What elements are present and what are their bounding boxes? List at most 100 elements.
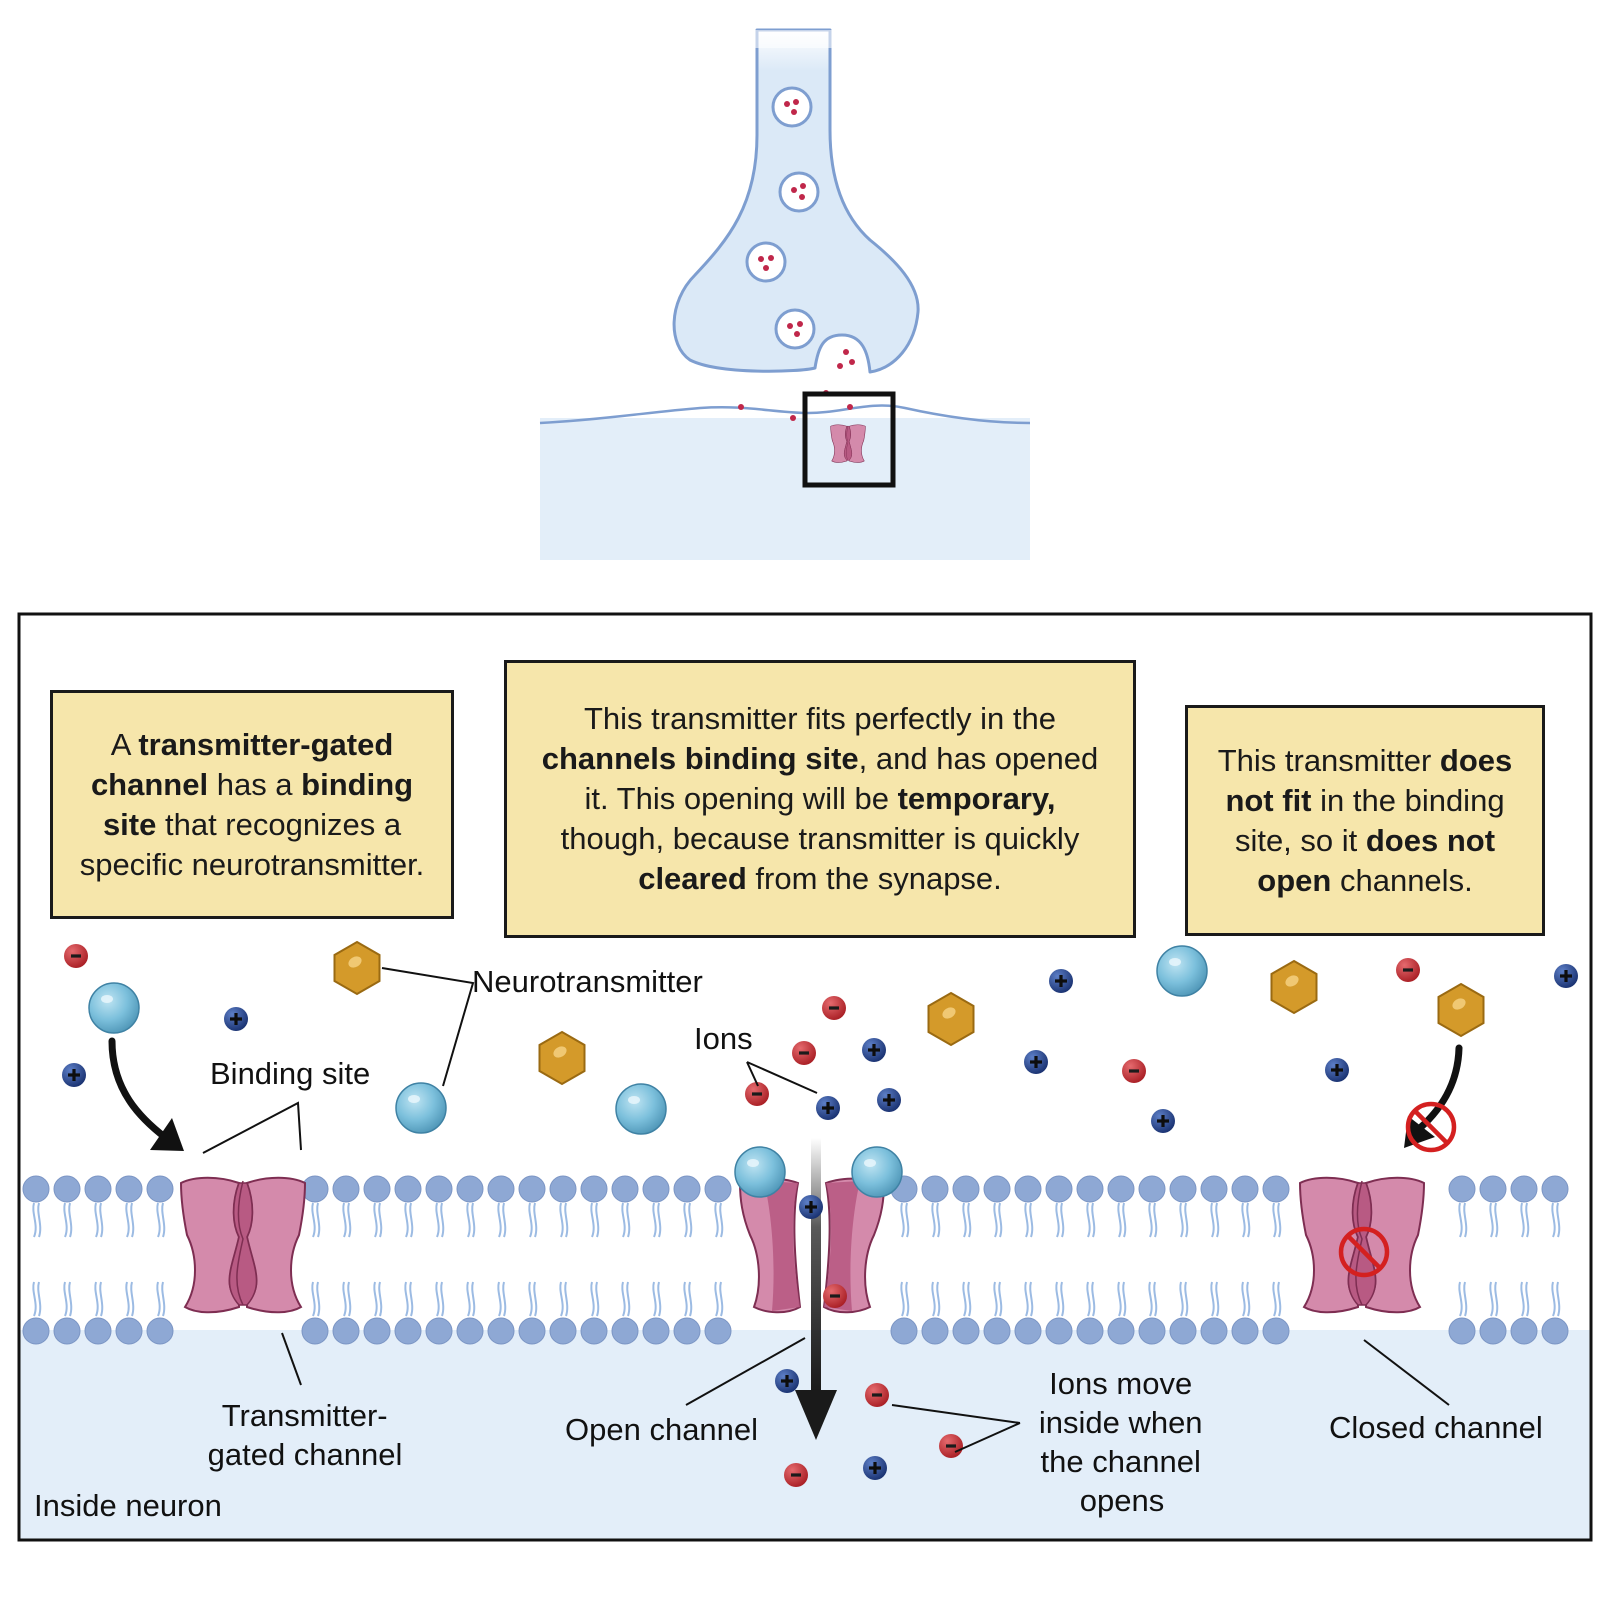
lipid-head xyxy=(1200,1317,1228,1345)
lipid-head xyxy=(1200,1175,1228,1203)
lipid-head xyxy=(394,1175,422,1203)
lipid-head xyxy=(1045,1317,1073,1345)
binding-arrow xyxy=(108,1037,184,1151)
negative-ion-icon xyxy=(792,1041,816,1065)
positive-ion-icon xyxy=(1024,1050,1048,1074)
negative-ion-icon xyxy=(64,944,88,968)
lipid-head xyxy=(1479,1317,1507,1345)
negative-ion-icon xyxy=(1396,958,1420,982)
negative-ion-icon xyxy=(823,1284,847,1308)
lipid-head xyxy=(1107,1175,1135,1203)
transmitter-gated-channel-label: Transmitter- gated channel xyxy=(208,1398,403,1472)
negative-ion-icon xyxy=(784,1463,808,1487)
synaptic-vesicle xyxy=(778,171,820,213)
transmitter-sphere-icon xyxy=(615,1083,667,1135)
lipid-head xyxy=(1138,1175,1166,1203)
binding-site-label: Binding site xyxy=(210,1056,370,1091)
lipid-head xyxy=(983,1317,1011,1345)
lipid-head xyxy=(1448,1175,1476,1203)
mini-channel-icon xyxy=(830,424,866,463)
lipid-head xyxy=(1541,1175,1569,1203)
lipid-head xyxy=(146,1317,174,1345)
ion-flow-arrow xyxy=(795,1138,837,1440)
lipid-head xyxy=(1107,1317,1135,1345)
positive-ion-icon xyxy=(877,1088,901,1112)
lipid-head xyxy=(1169,1175,1197,1203)
lipid-head xyxy=(456,1175,484,1203)
lipid-head xyxy=(22,1317,50,1345)
lipid-head xyxy=(1231,1175,1259,1203)
lipid-head xyxy=(1138,1317,1166,1345)
open-channel-label: Open channel xyxy=(565,1412,758,1447)
ions-move-line: opens xyxy=(1080,1483,1164,1518)
lipid-head xyxy=(363,1175,391,1203)
neurotransmitter-label: Neurotransmitter xyxy=(472,964,703,999)
lipid-head xyxy=(704,1317,732,1345)
lipid-head xyxy=(890,1317,918,1345)
ions-move-line: the channel xyxy=(1041,1444,1201,1479)
zoom-box xyxy=(802,391,896,488)
lipid-head xyxy=(53,1317,81,1345)
lipid-head xyxy=(84,1175,112,1203)
closed-channel-explanation-box: This transmitter does not fit in the bin… xyxy=(1185,705,1545,936)
lipid-head xyxy=(487,1317,515,1345)
positive-ion-icon xyxy=(862,1038,886,1062)
transmitter-sphere-icon xyxy=(395,1082,447,1134)
lipid-head xyxy=(642,1175,670,1203)
negative-ion-icon xyxy=(1122,1059,1146,1083)
lipid-head xyxy=(332,1317,360,1345)
positive-ion-icon xyxy=(799,1195,823,1219)
lipid-head xyxy=(1479,1175,1507,1203)
positive-ion-icon xyxy=(1151,1109,1175,1133)
closed-channel xyxy=(1299,1176,1425,1314)
positive-ion-icon xyxy=(62,1063,86,1087)
lipid-head xyxy=(301,1317,329,1345)
lipid-head xyxy=(1541,1317,1569,1345)
negative-ion-icon xyxy=(939,1434,963,1458)
synaptic-vesicle xyxy=(774,308,816,350)
open-channel-explanation-box: This transmitter fits perfectly in the c… xyxy=(504,660,1136,938)
positive-ion-icon xyxy=(1049,969,1073,993)
synapse-overview xyxy=(539,28,1031,560)
lipid-head xyxy=(425,1317,453,1345)
lipid-head xyxy=(332,1175,360,1203)
closed-channel-explanation-text: This transmitter does not fit in the bin… xyxy=(1217,742,1513,898)
lipid-head xyxy=(115,1175,143,1203)
positive-ion-icon xyxy=(1554,964,1578,988)
transmitter-sphere-icon xyxy=(1156,945,1208,997)
lipid-head xyxy=(921,1317,949,1345)
lipid-head xyxy=(1045,1175,1073,1203)
lipid-head xyxy=(673,1175,701,1203)
lipid-head xyxy=(518,1175,546,1203)
transmitter-gated-label-line: gated channel xyxy=(208,1437,403,1472)
lipid-head xyxy=(549,1317,577,1345)
closed-channel-label: Closed channel xyxy=(1329,1410,1543,1445)
lipid-head xyxy=(983,1175,1011,1203)
lipid-head xyxy=(921,1175,949,1203)
lipid-head xyxy=(22,1175,50,1203)
lipid-head xyxy=(363,1317,391,1345)
lipid-head xyxy=(518,1317,546,1345)
lipid-head xyxy=(456,1317,484,1345)
lipid-head xyxy=(53,1175,81,1203)
lipid-head xyxy=(1014,1317,1042,1345)
transmitter-gated-channel xyxy=(180,1176,306,1314)
transmitter-sphere-icon xyxy=(88,982,140,1034)
lipid-head xyxy=(1262,1317,1290,1345)
lipid-head xyxy=(1076,1175,1104,1203)
synaptic-vesicle xyxy=(771,86,813,128)
lipid-head xyxy=(952,1175,980,1203)
positive-ion-icon xyxy=(775,1369,799,1393)
lipid-head xyxy=(1014,1175,1042,1203)
transmitter-gated-label-line: Transmitter- xyxy=(222,1398,388,1433)
leader-lines xyxy=(202,967,1450,1453)
lipid-head xyxy=(146,1175,174,1203)
lipid-head xyxy=(487,1175,515,1203)
positive-ion-icon xyxy=(863,1456,887,1480)
lipid-head xyxy=(580,1317,608,1345)
lipid-head xyxy=(84,1317,112,1345)
lipid-head xyxy=(394,1317,422,1345)
ions-move-line: Ions move xyxy=(1049,1366,1192,1401)
lipid-head xyxy=(673,1317,701,1345)
positive-ion-icon xyxy=(224,1007,248,1031)
